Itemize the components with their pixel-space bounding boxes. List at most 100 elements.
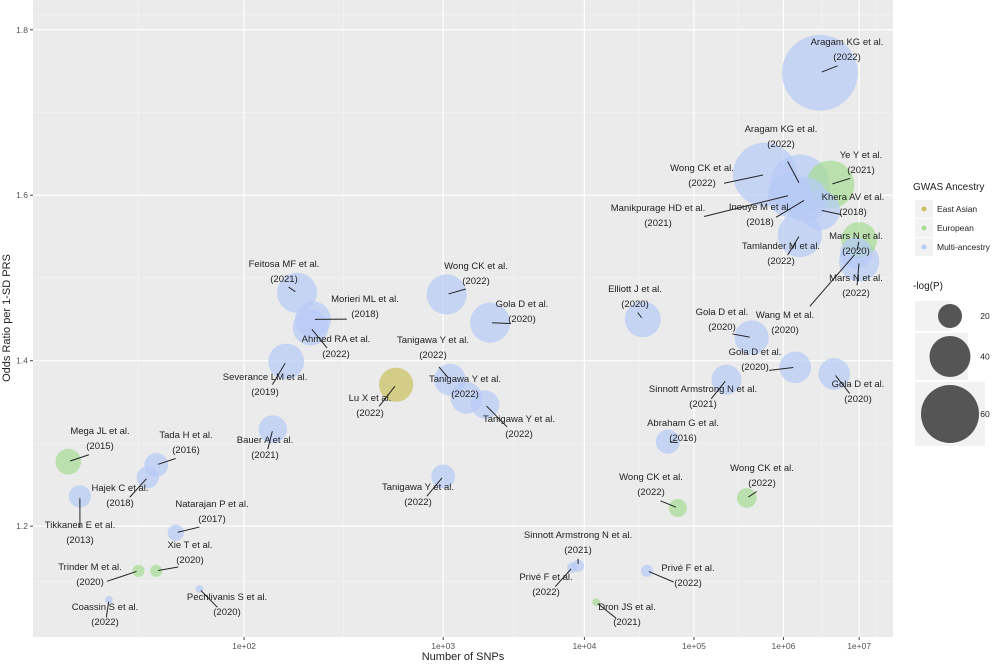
point-label: Tanigawa Y et al. bbox=[397, 335, 469, 346]
x-axis-title: Number of SNPs bbox=[422, 651, 505, 663]
point-year: (2020) bbox=[621, 299, 648, 310]
point-label: Gola D et al. bbox=[496, 299, 549, 310]
leader-line bbox=[554, 568, 572, 588]
point-label: Pechlivanis S et al. bbox=[187, 592, 267, 603]
point-label: Ahmed RA et al. bbox=[302, 334, 371, 345]
point bbox=[818, 358, 851, 390]
leader-line bbox=[486, 405, 508, 428]
point-year: (2022) bbox=[688, 178, 715, 189]
point bbox=[470, 302, 511, 343]
point-year: (2022) bbox=[532, 587, 559, 598]
point-label: Trinder M et al. bbox=[58, 562, 122, 573]
point-label: Tikkanen E et al. bbox=[45, 520, 115, 531]
leader-line bbox=[378, 385, 396, 407]
point-label: Feitosa MF et al. bbox=[249, 259, 320, 270]
point-year: (2022) bbox=[767, 139, 794, 150]
leader-line bbox=[438, 366, 449, 379]
legend-swatch bbox=[921, 244, 927, 250]
point-label: Xie T et al. bbox=[167, 540, 212, 551]
point bbox=[668, 498, 687, 517]
point-label: Wong CK et al. bbox=[619, 472, 683, 483]
point-year: (2022) bbox=[748, 478, 775, 489]
point-year: (2020) bbox=[741, 362, 768, 373]
point-year: (2021) bbox=[847, 165, 874, 176]
point-year: (2021) bbox=[251, 450, 278, 461]
leader-line bbox=[637, 312, 642, 319]
legend-swatch bbox=[921, 225, 927, 231]
y-tick-label: 1.6 bbox=[16, 190, 28, 200]
leader-line bbox=[821, 210, 842, 216]
leader-line bbox=[856, 263, 860, 286]
point-label: Tada H et al. bbox=[159, 430, 212, 441]
leader-line bbox=[748, 491, 757, 498]
size-legend-title: -log(P) bbox=[913, 281, 943, 292]
point-year: (2022) bbox=[451, 389, 478, 400]
leader-line bbox=[660, 500, 677, 508]
point-year: (2022) bbox=[91, 617, 118, 628]
point bbox=[132, 564, 145, 577]
leader-line bbox=[105, 601, 110, 618]
size-legend-circle bbox=[929, 336, 971, 377]
x-tick-label: 1e+06 bbox=[772, 641, 796, 651]
point-year: (2020) bbox=[708, 322, 735, 333]
point bbox=[781, 34, 858, 111]
legend-label: European bbox=[937, 223, 974, 233]
point bbox=[426, 274, 467, 315]
leader-line bbox=[835, 375, 851, 394]
point-year: (2021) bbox=[564, 545, 591, 556]
point bbox=[734, 320, 769, 355]
y-tick-label: 1.2 bbox=[16, 521, 28, 531]
point-label: Mega JL et al. bbox=[70, 426, 129, 437]
leader-line bbox=[106, 570, 137, 582]
point-label: Sinnott Armstrong N et al. bbox=[649, 384, 757, 395]
grid bbox=[33, 0, 893, 637]
point bbox=[104, 595, 113, 604]
leader-line bbox=[492, 322, 511, 325]
point bbox=[431, 464, 456, 489]
point-label: Wong CK et al. bbox=[730, 463, 794, 474]
y-axis-title: Odds Ratio per 1-SD PRS bbox=[1, 254, 13, 382]
x-tick-label: 1e+07 bbox=[847, 641, 871, 651]
point-label: Natarajan P et al. bbox=[175, 499, 248, 510]
point-year: (2022) bbox=[322, 349, 349, 360]
leader-line bbox=[809, 254, 855, 307]
leader-line bbox=[775, 199, 805, 218]
point-year: (2022) bbox=[505, 429, 532, 440]
point-year: (2017) bbox=[198, 514, 225, 525]
point-labels: Lu X et al. (2022) Ye Y et al. (2021) Mars N… bbox=[45, 37, 885, 628]
point-label: Sinnott Armstrong N et al. bbox=[524, 530, 632, 541]
point-year: (2020) bbox=[176, 555, 203, 566]
leader-line bbox=[648, 571, 674, 583]
point-label: Tanigawa Y et al. bbox=[483, 414, 555, 425]
point bbox=[799, 190, 840, 231]
x-tick-label: 1e+05 bbox=[682, 641, 706, 651]
leader-line bbox=[832, 177, 851, 185]
size-legend-label: 60 bbox=[980, 409, 990, 419]
point-year: (2022) bbox=[637, 487, 664, 498]
point-label: Mars N et al. bbox=[829, 273, 883, 284]
point-year: (2022) bbox=[842, 288, 869, 299]
leader-line bbox=[723, 174, 764, 184]
point-label: Aragam KG et al. bbox=[811, 37, 884, 48]
point-label: Lu X et al. bbox=[349, 393, 392, 404]
point-year: (2021) bbox=[689, 399, 716, 410]
x-tick-label: 1e+02 bbox=[232, 641, 256, 651]
point-year: (2022) bbox=[404, 497, 431, 508]
point-year: (2016) bbox=[669, 433, 696, 444]
point-label: Tanigawa Y et al. bbox=[429, 374, 501, 385]
size-legend-label: 20 bbox=[980, 311, 990, 321]
leader-line bbox=[669, 441, 678, 444]
point-year: (2019) bbox=[251, 387, 278, 398]
point-year: (2015) bbox=[86, 441, 113, 452]
leader-line bbox=[787, 161, 800, 183]
x-tick-label: 1e+04 bbox=[572, 641, 596, 651]
point-year: (2022) bbox=[833, 52, 860, 63]
leader-line bbox=[732, 333, 750, 338]
point bbox=[640, 564, 654, 577]
point-label: Gola D et al. bbox=[729, 347, 782, 358]
point-year: (2018) bbox=[746, 217, 773, 228]
leader-line bbox=[271, 362, 286, 385]
point-label: Dron JS et al. bbox=[598, 602, 656, 613]
legend-title: GWAS Ancestry bbox=[913, 182, 984, 193]
leader-line bbox=[426, 477, 443, 497]
